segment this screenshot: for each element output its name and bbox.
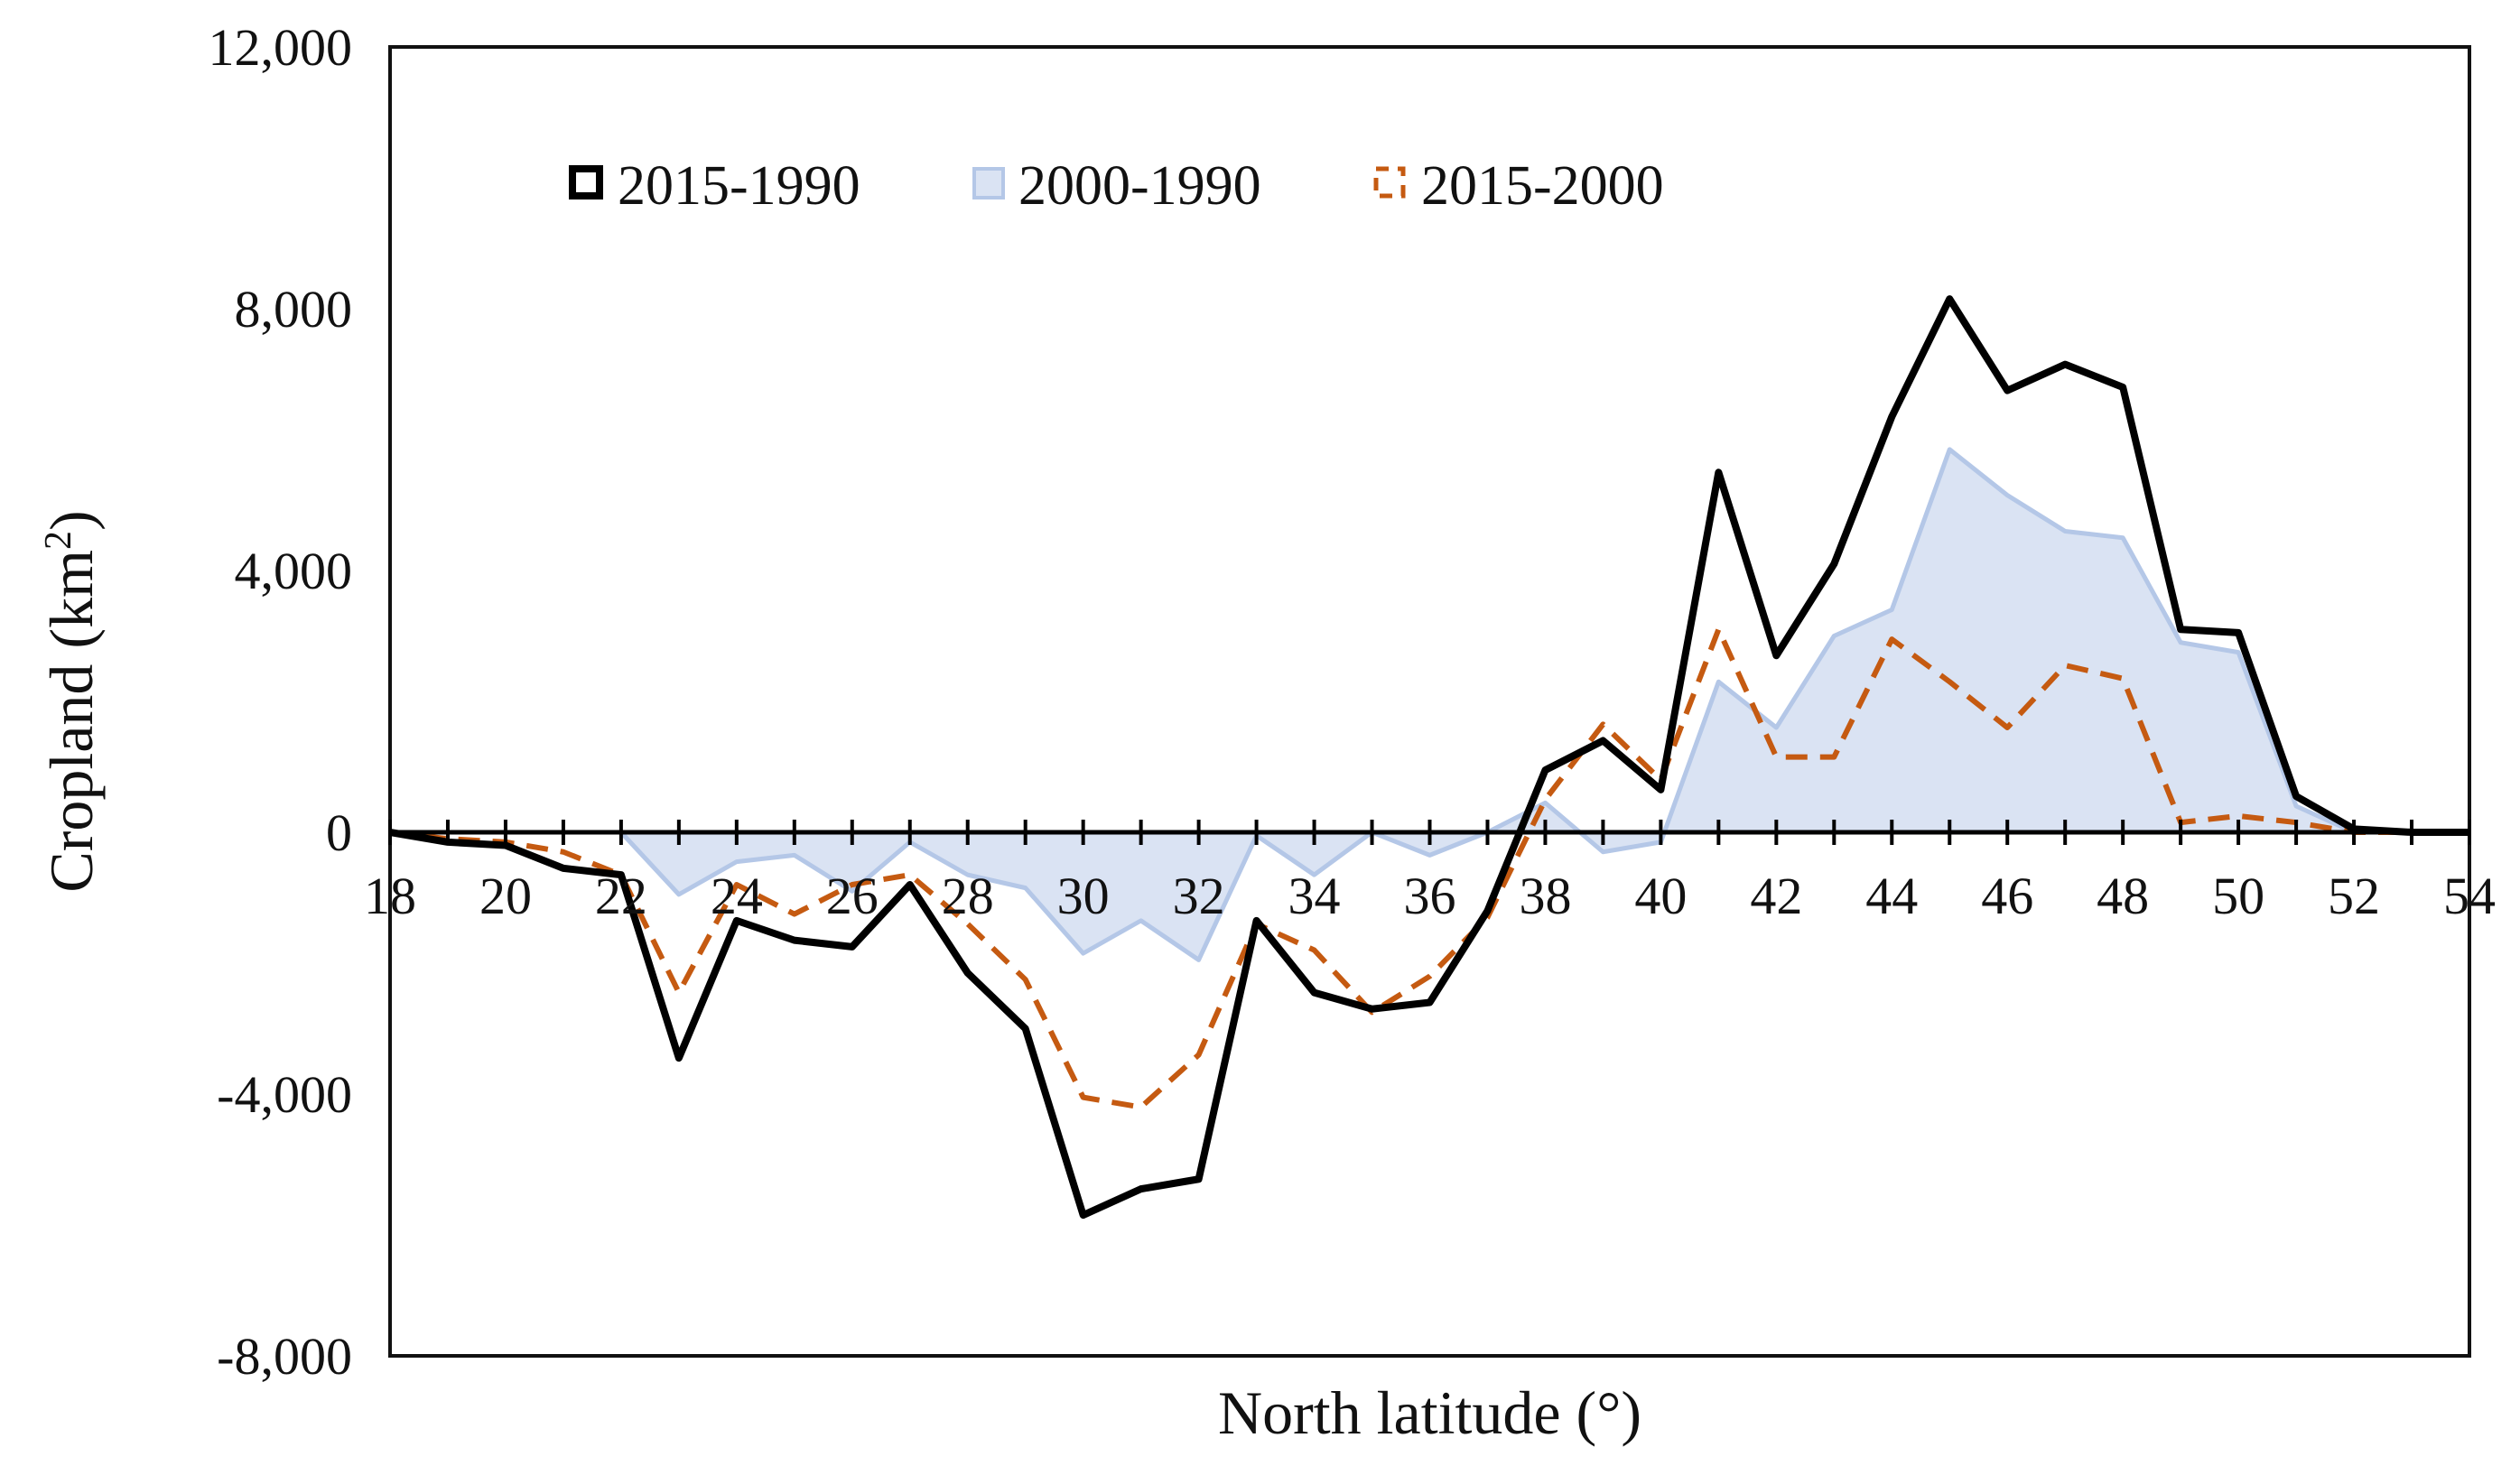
x-tick-label: 42: [1750, 867, 1802, 925]
area-outline-2000-1990: [390, 447, 2469, 962]
y-axis-title: Cropland (km2): [37, 510, 106, 892]
legend-swatch-2000-1990: [972, 167, 1005, 199]
legend-label-2015-2000: 2015-2000: [1421, 155, 1664, 217]
x-tick-label: 52: [2328, 867, 2380, 925]
x-tick-label: 24: [711, 867, 763, 925]
legend-label-2000-1990: 2000-1990: [1018, 155, 1261, 217]
x-tick-label: 36: [1404, 867, 1456, 925]
line-layer: [389, 295, 2469, 1220]
x-tick-label: 26: [826, 867, 879, 925]
y-axis-title-close: ): [37, 510, 106, 531]
series-line-2015-2000: [389, 626, 2469, 1110]
x-tick-label: 18: [364, 867, 416, 925]
x-tick-label: 44: [1865, 867, 1918, 925]
x-tick-label: 30: [1057, 867, 1110, 925]
series-line-2015-1990: [389, 295, 2469, 1220]
y-tick-label: 8,000: [235, 280, 353, 339]
x-tick-label: 28: [942, 867, 994, 925]
x-tick-label: 54: [2443, 867, 2496, 925]
y-axis-title-text: Cropland (km: [37, 550, 106, 893]
x-tick-label: 22: [595, 867, 647, 925]
x-tick-label: 38: [1519, 867, 1571, 925]
y-tick-label: 12,000: [209, 18, 353, 77]
y-tick-label: 4,000: [235, 542, 353, 600]
legend-item-2015-1990: 2015-1990: [569, 155, 860, 217]
legend-swatch-2015-2000: [1373, 166, 1406, 199]
x-tick-label: 48: [2097, 867, 2149, 925]
y-tick-labels: -8,000 -4,000 0 4,000 8,000 12,000: [209, 18, 353, 1386]
plot-area-frame: [388, 45, 2471, 1358]
x-axis-title: North latitude (°): [1218, 1378, 1641, 1447]
y-axis-title-superscript: 2: [38, 531, 79, 550]
x-tick-label: 46: [1981, 867, 2033, 925]
legend-label-2015-1990: 2015-1990: [618, 155, 860, 217]
x-tick-label: 20: [479, 867, 532, 925]
x-tick-label: 40: [1634, 867, 1687, 925]
legend-item-2015-2000: 2015-2000: [1373, 155, 1664, 217]
x-tick-label: 34: [1288, 867, 1341, 925]
legend-item-2000-1990: 2000-1990: [972, 155, 1261, 217]
legend-swatch-2015-1990: [569, 165, 603, 199]
y-tick-label: -8,000: [217, 1327, 352, 1386]
x-tick-labels: 18 20 22 24 26 28 30 32 34 36 38 40 42 44 46 48 50 52 54: [364, 867, 2496, 925]
legend: 2015-1990 2000-1990 2015-2000: [569, 155, 1664, 217]
y-tick-label: 0: [326, 803, 352, 862]
y-tick-label: -4,000: [217, 1065, 352, 1124]
axis-layer: [388, 820, 2471, 845]
x-tick-label: 32: [1173, 867, 1225, 925]
x-tick-label: 50: [2212, 867, 2264, 925]
